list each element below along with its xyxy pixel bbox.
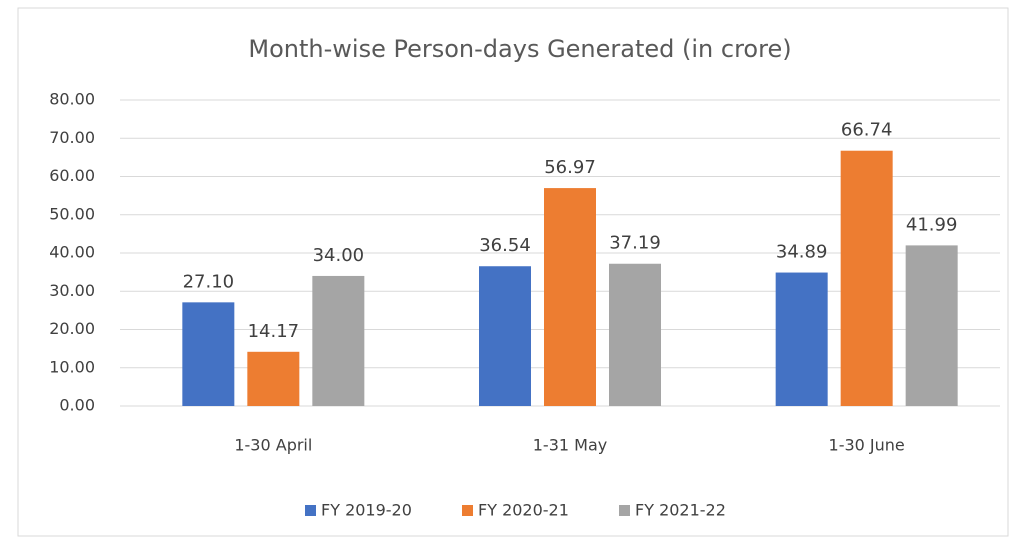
x-tick-label: 1-30 June xyxy=(829,436,905,455)
legend-label: FY 2019-20 xyxy=(321,501,412,520)
legend-swatch xyxy=(305,505,316,516)
y-tick-label: 0.00 xyxy=(59,396,95,415)
bar xyxy=(247,351,300,406)
data-label: 36.54 xyxy=(479,235,531,256)
data-label: 66.74 xyxy=(841,120,893,141)
data-label: 56.97 xyxy=(544,157,596,178)
x-tick-label: 1-31 May xyxy=(533,436,607,455)
data-label: 37.19 xyxy=(609,233,661,254)
legend-swatch xyxy=(462,505,473,516)
x-tick-label: 1-30 April xyxy=(234,436,312,455)
legend-swatch xyxy=(619,505,630,516)
bar xyxy=(905,245,958,406)
y-tick-label: 50.00 xyxy=(49,204,95,223)
y-tick-label: 40.00 xyxy=(49,243,95,262)
bar xyxy=(609,263,661,406)
y-tick-label: 80.00 xyxy=(49,90,95,109)
legend-label: FY 2021-22 xyxy=(635,501,726,520)
y-tick-label: 20.00 xyxy=(49,319,95,338)
y-tick-label: 30.00 xyxy=(49,281,95,300)
data-label: 41.99 xyxy=(906,214,958,235)
bar xyxy=(544,188,596,406)
data-label: 34.89 xyxy=(776,242,828,263)
data-label: 14.17 xyxy=(248,321,300,342)
bar xyxy=(182,302,235,406)
data-label: 27.10 xyxy=(183,271,235,292)
y-tick-label: 60.00 xyxy=(49,166,95,185)
y-tick-label: 10.00 xyxy=(49,357,95,376)
bar xyxy=(840,150,893,406)
data-label: 34.00 xyxy=(313,245,365,266)
bar xyxy=(479,266,531,406)
bar xyxy=(775,272,828,406)
chart-title: Month-wise Person-days Generated (in cro… xyxy=(248,35,791,63)
legend-label: FY 2020-21 xyxy=(478,501,569,520)
bar xyxy=(312,275,365,406)
y-tick-label: 70.00 xyxy=(49,128,95,147)
